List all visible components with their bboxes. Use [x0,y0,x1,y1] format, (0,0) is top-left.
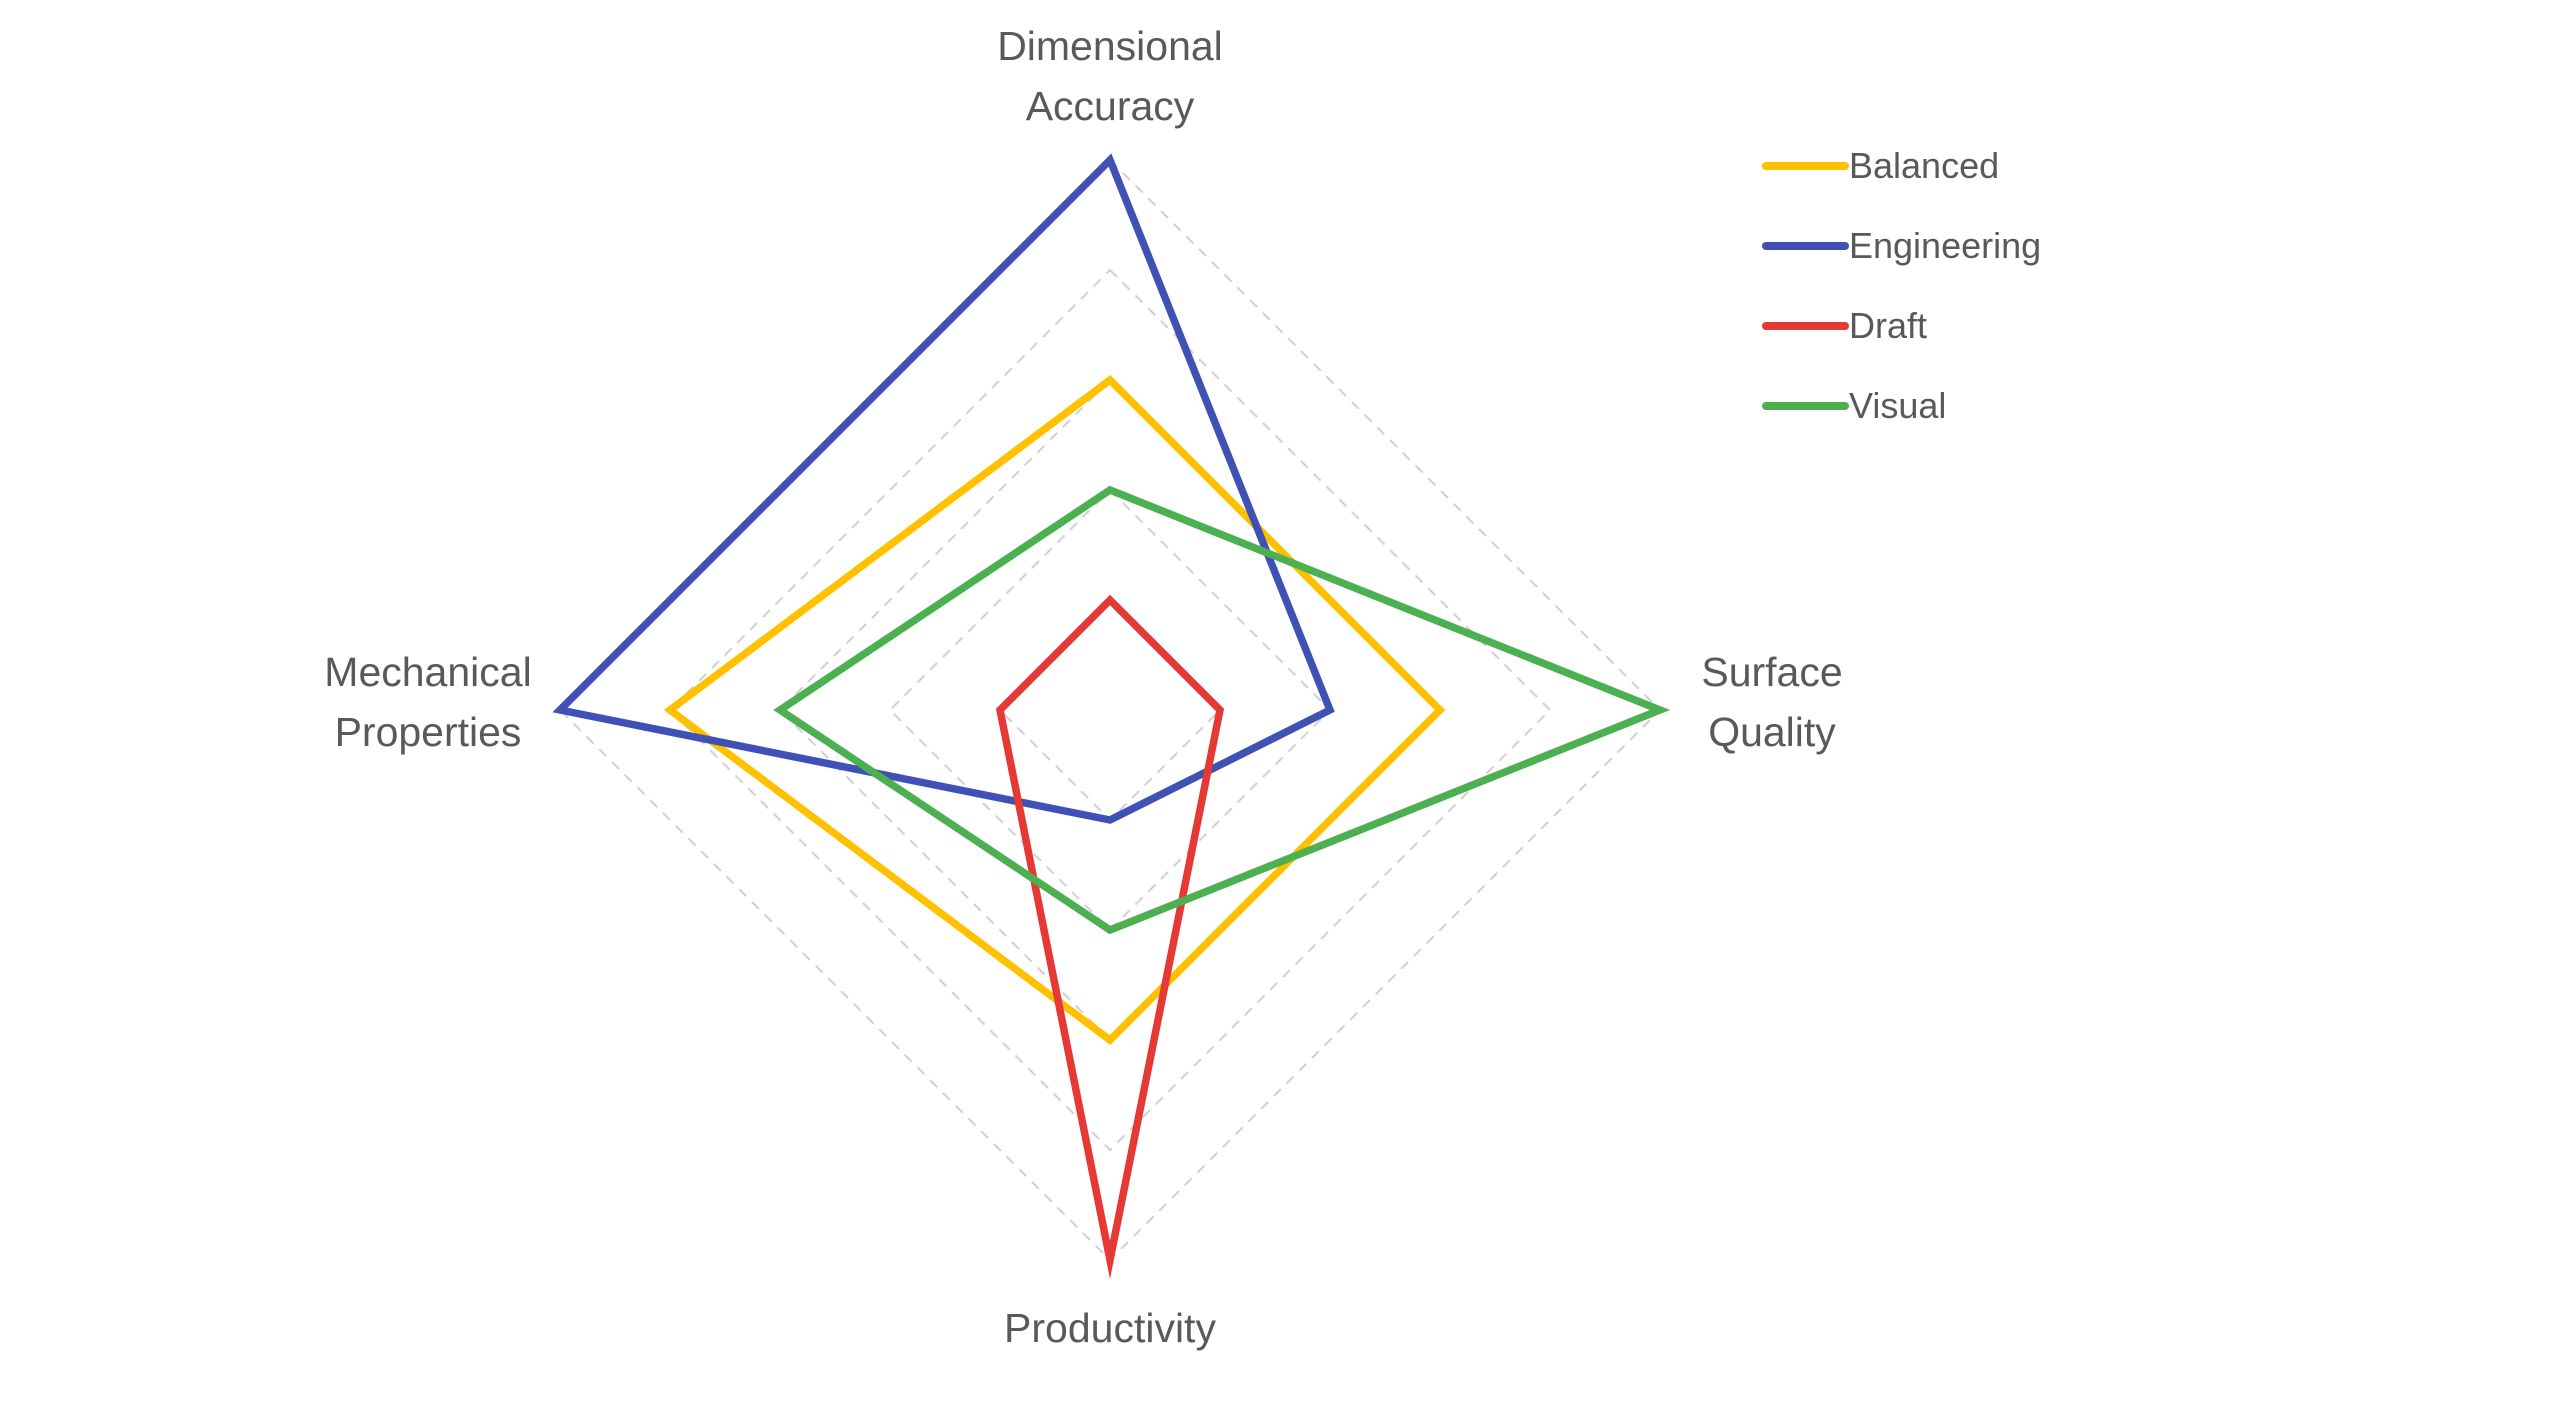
axis-label-line: Dimensional [997,23,1223,69]
grid-ring-5 [558,158,1662,1262]
axis-label-line: Properties [335,709,522,755]
axis-label-line: Productivity [1004,1305,1216,1351]
legend-label: Engineering [1849,225,2041,266]
legend-item-engineering: Engineering [1762,225,2041,266]
legend-item-visual: Visual [1762,385,1946,426]
series-engineering [552,153,1335,824]
axis-label-line: Quality [1708,709,1836,755]
axis-label-mechanical-properties: Mechanical Properties [324,649,531,755]
grid-ring-1 [998,598,1222,822]
axis-label-line: Mechanical [324,649,531,695]
legend-item-draft: Draft [1762,305,1927,346]
axis-label-layer: Dimensional Accuracy Surface Quality Product… [324,23,1842,1351]
grid-ring-2 [888,488,1332,932]
axis-label-dimensional-accuracy: Dimensional Accuracy [997,23,1223,129]
series-visual [773,485,1671,935]
axis-label-line: Surface [1701,649,1842,695]
grid-layer [558,158,1662,1262]
grid-ring-3 [778,378,1442,1042]
legend-label: Draft [1849,305,1927,346]
legend: Balanced Engineering Draft Visual [1762,145,2041,426]
grid-ring-4 [668,268,1552,1152]
series-balanced [663,375,1446,1045]
axis-label-line: Accuracy [1026,83,1195,129]
series-draft [995,594,1225,1280]
axis-label-productivity: Productivity [1004,1305,1216,1351]
axis-label-surface-quality: Surface Quality [1701,649,1842,755]
legend-item-balanced: Balanced [1762,145,1999,186]
legend-label: Balanced [1849,145,1999,186]
series-layer [552,153,1671,1280]
legend-label: Visual [1849,385,1946,426]
